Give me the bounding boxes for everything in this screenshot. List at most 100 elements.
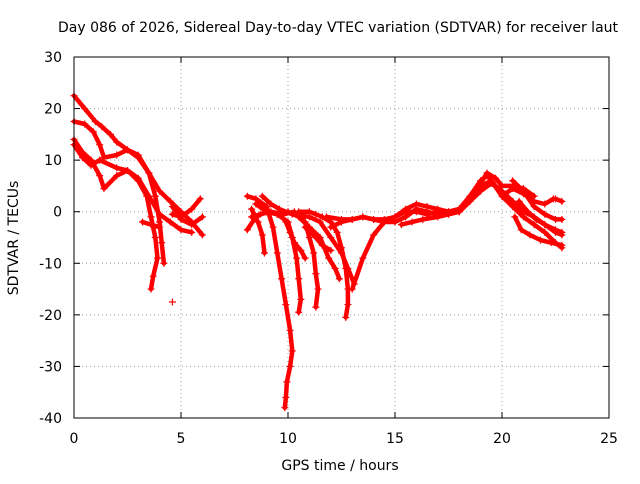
data-point-arc-v [552, 226, 559, 234]
data-point-arc-d [156, 210, 164, 218]
data-point-arc-n [295, 208, 303, 216]
data-point-arc-a [91, 117, 99, 125]
data-point-arc-c [149, 272, 157, 280]
data-point-arc-s [402, 208, 410, 216]
data-point-arc-s [530, 221, 538, 229]
x-tick-label: 5 [177, 431, 186, 447]
data-point-arc-d [87, 161, 95, 169]
data-point-arc-e [147, 221, 155, 229]
data-point-arc-t [509, 197, 517, 205]
x-tick-label: 25 [600, 431, 618, 447]
data-point-arc-o [286, 228, 294, 236]
data-point-arc-s [541, 228, 549, 236]
data-point-arc-e [138, 218, 146, 226]
data-point-arc-h [269, 223, 277, 231]
plot-frame [73, 56, 610, 419]
grid-layer [74, 57, 609, 418]
data-point-arc-n [342, 264, 350, 272]
data-point-arc-v [524, 208, 532, 216]
data-point-arc-d [177, 226, 185, 234]
data-point-arc-r [348, 215, 356, 223]
data-point-arc-w [558, 241, 566, 249]
data-point-arc-a [160, 259, 168, 267]
data-point-arc-f [196, 195, 204, 203]
data-point-arc-d [145, 192, 153, 200]
data-point-arc-b [166, 197, 174, 205]
y-tick-label: 0 [53, 205, 62, 221]
data-point-arc-a [81, 105, 89, 113]
data-point-arc-p [310, 231, 318, 239]
data-point-arc-g [177, 215, 185, 223]
data-point-arc-j [248, 205, 256, 213]
data-point-arc-w [537, 236, 545, 244]
data-point-arc-f [168, 210, 176, 218]
data-point-arc-j [260, 249, 268, 257]
data-point-arc-t [498, 187, 506, 195]
data-point-arc-s [370, 231, 378, 239]
data-point-arc-c [113, 172, 121, 180]
y-axis-label: SDTVAR / TECUs [6, 181, 22, 296]
axis-layer: 0 5 10 15 20 25 -40 -30 -20 -10 0 10 20 30 [39, 50, 618, 447]
data-point-arc-h [243, 192, 251, 200]
data-point-arc-a [106, 130, 114, 138]
data-point-arc-u [558, 215, 566, 223]
data-point-arc-n [305, 208, 313, 216]
data-point-arc-h [286, 326, 294, 334]
data-point-arc-t [419, 215, 427, 223]
data-point-arc-h [283, 378, 291, 386]
x-tick-label: 20 [493, 431, 511, 447]
data-point-arc-b [156, 187, 164, 195]
data-point-arc-d [124, 166, 131, 174]
data-point-arc-c [151, 234, 159, 241]
data-point-arc-o [297, 246, 305, 254]
y-tick-label: -40 [39, 411, 62, 427]
data-point-arc-c [147, 285, 155, 293]
y-tick-label: -20 [39, 308, 62, 324]
data-point-arc-o [282, 218, 290, 226]
data-point-arc-n [344, 301, 352, 309]
data-point-arc-r [541, 200, 549, 208]
data-point-arc-m [288, 210, 296, 218]
data-point-arc-h [282, 301, 290, 309]
data-point-arc-d [96, 156, 104, 164]
data-point-arc-w [547, 239, 555, 247]
data-point-arc-g [168, 203, 176, 211]
data-point-arc-d [188, 228, 196, 236]
data-point-arc-k [312, 270, 320, 278]
data-point-arc-u [519, 187, 527, 195]
data-point-arc-r [483, 172, 491, 180]
data-point-arc-t [408, 218, 416, 226]
data-point-arc-m [267, 200, 275, 208]
data-point-arc-b [145, 169, 153, 177]
data-layer [70, 92, 566, 412]
data-point-arc-c [96, 172, 104, 180]
y-tick-label: -30 [39, 359, 62, 375]
y-tick-label: 30 [44, 50, 62, 66]
data-point-arc-t [477, 187, 485, 195]
data-point-arc-s [359, 254, 367, 262]
data-point-arc-l [252, 200, 260, 208]
data-point-arc-s [412, 208, 420, 216]
data-point-arc-r [509, 185, 517, 193]
data-point-arc-g [188, 221, 196, 229]
data-point-arc-f [188, 205, 196, 213]
data-point-arc-v [541, 221, 549, 229]
data-point-arc-t [466, 197, 474, 205]
data-point-arc-n [312, 210, 320, 218]
x-tick-label: 15 [386, 431, 404, 447]
data-point-arc-b [96, 141, 104, 149]
series-arc-b-trace [71, 119, 205, 238]
data-point-arc-v [558, 228, 566, 236]
data-point-arc-h [282, 393, 290, 401]
data-point-arc-c [147, 213, 155, 221]
data-point-arc-m [327, 234, 335, 241]
data-point-arc-w [526, 231, 534, 239]
data-point-arc-k [256, 210, 264, 218]
data-point-arc-m [316, 218, 324, 226]
data-point-arc-p [318, 241, 326, 249]
data-point-arc-c [100, 185, 108, 193]
data-point-arc-o [301, 254, 309, 262]
data-point-arc-j [258, 231, 266, 239]
data-point-arc-k [248, 213, 256, 221]
